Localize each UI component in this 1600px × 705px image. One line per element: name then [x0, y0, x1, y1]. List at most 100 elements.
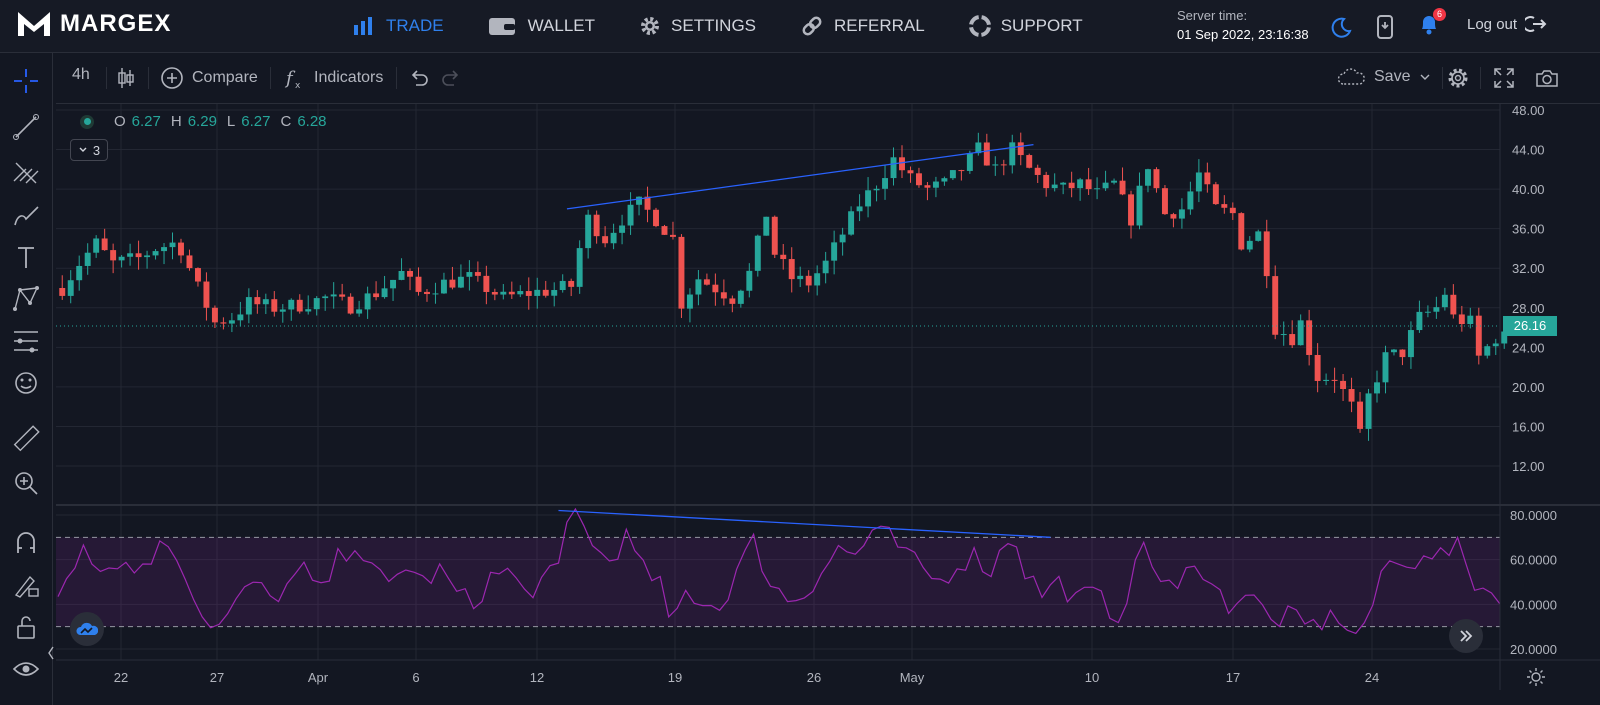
prediction-icon[interactable] — [12, 327, 40, 355]
time-axis-label: 22 — [114, 670, 128, 685]
unlock-icon[interactable] — [12, 613, 40, 641]
fullscreen-icon[interactable] — [1492, 66, 1516, 90]
candles-icon[interactable] — [116, 66, 136, 90]
candle-body — [1051, 184, 1058, 189]
candle-body — [279, 309, 286, 312]
nav-trade[interactable]: TRADE — [352, 15, 444, 37]
server-time-label: Server time: — [1177, 8, 1248, 23]
mobile-app-icon[interactable] — [1374, 14, 1396, 40]
candle-body — [1306, 320, 1313, 355]
magnet-icon[interactable] — [12, 529, 40, 557]
candle-body — [932, 181, 939, 188]
notifications[interactable]: 6 — [1418, 8, 1446, 41]
candle-body — [457, 276, 464, 288]
candle-body — [1060, 182, 1067, 185]
candle-body — [890, 157, 897, 179]
rsi-band — [56, 537, 1500, 627]
zoom-in-icon[interactable] — [12, 469, 40, 497]
price-axis-label: 44.00 — [1512, 143, 1545, 158]
candle-body — [67, 280, 74, 296]
logout-button[interactable]: Log out — [1467, 14, 1547, 34]
drawing-toolbar — [0, 53, 56, 705]
time-axis-label: 24 — [1365, 670, 1379, 685]
save-button[interactable]: Save — [1336, 66, 1432, 88]
nav-support-label: SUPPORT — [1000, 16, 1083, 35]
candle-body — [1221, 204, 1228, 208]
candle-body — [1153, 169, 1160, 189]
candle-body — [203, 281, 210, 308]
ruler-icon[interactable] — [12, 425, 40, 453]
candle-body — [1145, 169, 1151, 186]
candle-body — [882, 178, 888, 189]
symbol-status-dot[interactable] — [80, 114, 94, 129]
double-chevron-right-icon — [1460, 630, 1473, 642]
undo-icon[interactable] — [408, 67, 430, 89]
camera-icon[interactable] — [1534, 66, 1560, 90]
candle-body — [992, 164, 999, 166]
candle-body — [1094, 188, 1101, 190]
candle-body — [356, 309, 363, 314]
candle-body — [364, 293, 371, 310]
nav-support[interactable]: SUPPORT — [968, 15, 1083, 37]
candle-body — [466, 272, 473, 277]
candle-body — [966, 153, 973, 171]
candle-body — [288, 299, 295, 310]
candle-body — [525, 291, 532, 296]
logo[interactable]: MARGEX — [16, 10, 171, 38]
logo-text: MARGEX — [60, 10, 172, 37]
close-label: C — [280, 113, 292, 130]
time-axis-label: 26 — [807, 670, 821, 685]
cloud-logo-icon — [76, 622, 98, 635]
text-tool-icon[interactable] — [12, 243, 40, 271]
candle-body — [1255, 231, 1262, 241]
compare-button[interactable]: Compare — [160, 66, 258, 90]
candle-body — [915, 173, 922, 186]
bell-icon — [1422, 16, 1436, 35]
price-axis-label: 36.00 — [1512, 222, 1545, 237]
candle-body — [822, 260, 829, 274]
interval-button[interactable]: 4h — [72, 66, 90, 84]
settings-gear-icon[interactable] — [1446, 66, 1470, 90]
crosshair-icon[interactable] — [12, 67, 40, 95]
candle-body — [975, 142, 982, 154]
candle-body — [1450, 294, 1457, 315]
price-axis-label: 24.00 — [1512, 340, 1545, 355]
candle-body — [127, 253, 134, 257]
candle-body — [949, 170, 956, 179]
price-axis-label: 48.00 — [1512, 103, 1545, 118]
nav-referral[interactable]: REFERRAL — [800, 15, 925, 37]
tradingview-logo-button[interactable] — [70, 612, 104, 646]
time-axis: 22 27 Apr 6 12 19 26 May 10 17 24 — [114, 670, 1379, 685]
redo-icon[interactable] — [440, 67, 462, 89]
candle-body — [262, 299, 269, 305]
eye-icon[interactable] — [12, 655, 40, 683]
nav-settings[interactable]: SETTINGS — [639, 15, 756, 37]
candle-body — [1391, 349, 1397, 353]
sun-icon[interactable] — [1526, 667, 1546, 687]
chevron-down-icon[interactable] — [1418, 70, 1432, 84]
trend-line-icon[interactable] — [12, 113, 40, 141]
moon-icon[interactable] — [1330, 16, 1352, 38]
pattern-icon[interactable] — [12, 285, 40, 313]
candle-body — [271, 299, 278, 312]
open-value: 6.27 — [131, 113, 161, 130]
lock-drawings-icon[interactable] — [12, 571, 40, 599]
price-axis-label: 16.00 — [1512, 419, 1545, 434]
scroll-to-realtime-button[interactable] — [1449, 619, 1483, 653]
candle-body — [1009, 142, 1016, 166]
main-nav: TRADE WALLET SETTINGS REFERRAL SUPPORT — [352, 0, 1127, 52]
nav-wallet[interactable]: WALLET — [488, 15, 595, 37]
close-value: 6.28 — [297, 113, 327, 130]
candle-body — [1458, 314, 1465, 325]
emoji-icon[interactable] — [12, 369, 40, 397]
collapse-sidebar-icon[interactable] — [46, 643, 56, 663]
nav-settings-label: SETTINGS — [671, 16, 757, 35]
brush-icon[interactable] — [12, 201, 40, 229]
candle-body — [398, 271, 405, 280]
interval-label: 4h — [72, 66, 90, 83]
candle-body — [907, 170, 914, 174]
fib-tools-icon[interactable] — [12, 157, 40, 185]
indicators-collapse-button[interactable]: 3 — [70, 139, 108, 161]
